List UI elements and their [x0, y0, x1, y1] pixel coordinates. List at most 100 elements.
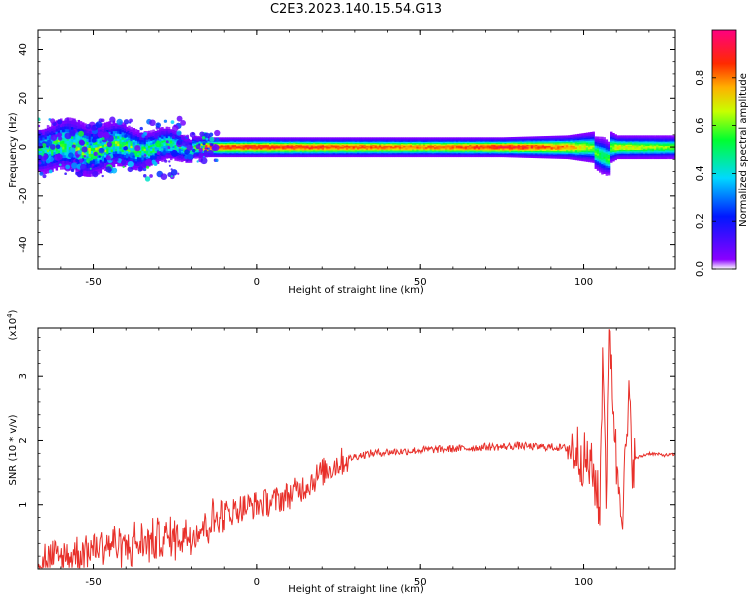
spectrogram-cell — [383, 138, 386, 140]
spectrogram-cell — [387, 140, 391, 142]
spectrogram-cell — [365, 142, 369, 145]
spectrogram-cell — [132, 151, 136, 154]
spectrogram-cell — [568, 152, 571, 154]
spectrogram-cell — [97, 138, 100, 142]
spectrogram-cell — [231, 145, 235, 148]
spectrogram-cell — [471, 143, 474, 146]
spectrogram-cell — [559, 150, 562, 153]
spectrogram-cell — [594, 147, 598, 150]
spectrogram-cell — [82, 137, 85, 141]
spectrogram-cell — [621, 136, 624, 139]
spectrogram-cell — [95, 141, 98, 145]
spectrogram-cell — [544, 145, 547, 148]
spectrogram-cell — [339, 141, 342, 144]
spectrogram-cell — [266, 150, 270, 152]
spectrogram-cell — [293, 153, 296, 155]
spectrogram-cell — [132, 141, 136, 145]
spectrogram-cell — [297, 144, 301, 147]
spectrogram-cell — [42, 168, 45, 172]
spectrogram-cell — [317, 144, 320, 147]
spectrogram-cell — [332, 150, 336, 152]
spectrogram-cell — [280, 142, 283, 145]
spectrogram-cell — [304, 145, 307, 148]
spectrogram-cell — [442, 153, 446, 155]
spectrogram-cell — [480, 144, 483, 147]
spectrogram-cell — [570, 153, 573, 156]
spectrogram-cell — [95, 144, 98, 148]
spectrogram-cell — [460, 137, 463, 139]
spectrogram-cell — [145, 131, 149, 134]
spectrogram-cell — [429, 140, 433, 142]
spectrogram-cell — [275, 153, 279, 155]
spectrogram-cell — [607, 145, 611, 148]
spectrogram-cell — [574, 147, 578, 149]
spectrogram-cell — [508, 140, 512, 142]
spectrogram-cell — [445, 143, 448, 146]
spectrogram-cell — [141, 146, 144, 149]
spectrogram-cell — [491, 148, 494, 150]
spectrogram-cell — [299, 138, 303, 140]
spectrogram-cell — [99, 162, 103, 166]
spectrogram-cell — [530, 136, 534, 138]
spectrogram-cell — [412, 150, 415, 152]
spectrogram-cell — [172, 142, 175, 145]
spectrogram-cell — [139, 157, 142, 160]
spectrogram-cell — [260, 153, 263, 155]
spectrogram-cell — [104, 143, 107, 147]
spectrogram-cell — [517, 137, 521, 140]
spectrogram-cell — [101, 144, 105, 148]
spectrogram-cell — [77, 156, 81, 160]
spectrogram-cell — [317, 137, 320, 139]
spectrogram-cell — [409, 155, 413, 158]
spectrogram-cell — [194, 150, 197, 153]
spectrogram-cell — [137, 152, 140, 155]
spectrogram-cell — [269, 148, 272, 150]
spectrogram-cell — [456, 153, 459, 155]
spectrogram-cell — [480, 137, 483, 139]
spectrogram-cell — [506, 143, 510, 146]
spectrogram-cell — [64, 152, 67, 156]
spectrogram-cell — [178, 148, 182, 151]
spectrogram-cell — [392, 155, 395, 158]
spectrogram-cell — [471, 153, 474, 155]
spectrogram-cell — [491, 149, 494, 151]
spectrogram-cell — [394, 154, 397, 157]
spectrogram-cell — [277, 140, 281, 142]
spectrogram-cell — [508, 139, 512, 141]
spectrogram-cell — [416, 143, 419, 146]
spectrogram-cell — [645, 149, 648, 152]
spectrogram-cell — [359, 144, 362, 147]
spectrogram-cell — [640, 150, 644, 153]
spectrogram-cell — [456, 149, 459, 151]
spectrogram-cell — [330, 137, 334, 139]
spectrogram-cell — [370, 148, 373, 150]
spectrogram-cell — [634, 137, 637, 140]
spectrogram-cell — [546, 148, 549, 150]
spectrogram-cell — [605, 145, 609, 148]
spectrogram-cell — [385, 137, 389, 139]
spectrogram-cell — [570, 144, 573, 146]
spectrogram-cell — [167, 130, 171, 133]
spectrogram-cell — [370, 155, 373, 158]
spectrogram-cell — [427, 138, 430, 140]
spectrogram-cell — [616, 140, 620, 143]
spectrogram-cell — [458, 147, 461, 149]
spectrogram-cell — [134, 131, 138, 134]
spectrogram-cell — [387, 151, 391, 153]
spectrogram-cell — [258, 140, 261, 142]
spectrogram-cell — [372, 139, 375, 141]
spectrogram-cell — [649, 141, 653, 144]
spectrogram-cell — [473, 139, 477, 141]
spectrogram-cell — [462, 155, 466, 158]
spectrogram-cell — [339, 155, 342, 158]
spectrogram-cell — [500, 149, 503, 151]
spectrogram-cell — [627, 141, 631, 144]
spectrogram-cell — [137, 134, 140, 138]
spectrogram-cell — [651, 140, 655, 143]
spectrogram-cell — [423, 150, 426, 152]
spectrogram-cell — [607, 143, 611, 146]
spectrogram-cell — [370, 152, 373, 154]
spectrogram-cell — [233, 154, 237, 157]
spectrogram-cell — [533, 153, 536, 155]
spectrogram-cell — [447, 150, 450, 152]
